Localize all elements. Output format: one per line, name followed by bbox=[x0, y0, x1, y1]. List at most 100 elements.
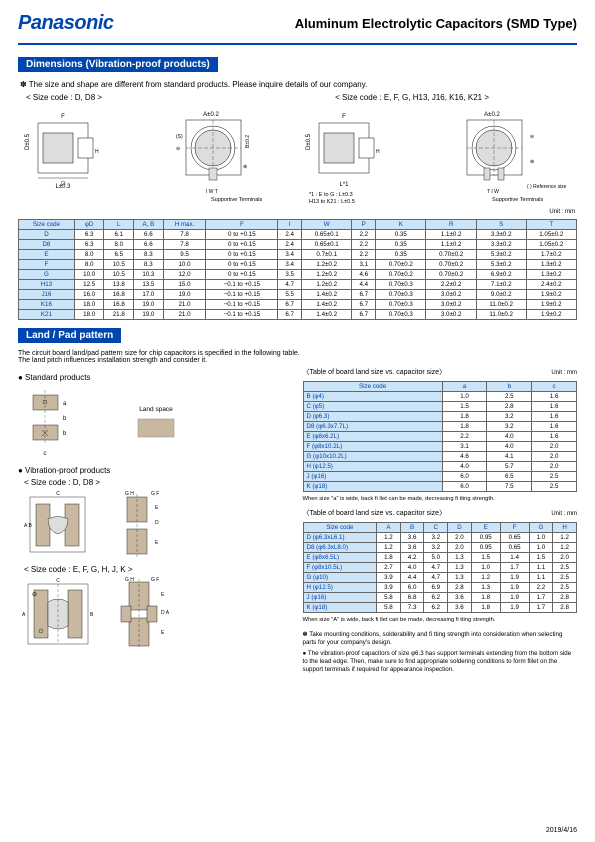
table-cell: 3.2 bbox=[424, 543, 448, 553]
table-cell: 0.65 bbox=[500, 543, 529, 553]
table-cell: 0.65±0.1 bbox=[302, 240, 352, 250]
svg-text:G H: G H bbox=[125, 577, 134, 583]
table-cell: 1.8 bbox=[377, 553, 401, 563]
table-cell: K (φ18) bbox=[303, 603, 377, 613]
table-cell: 0 to +0.15 bbox=[206, 270, 278, 280]
table-header-cell: W bbox=[302, 220, 352, 230]
table-cell: 0.70±0.3 bbox=[376, 300, 426, 310]
table-cell: H13 bbox=[19, 280, 75, 290]
table-cell: 3.3±0.2 bbox=[476, 240, 526, 250]
table-cell: 7.8 bbox=[163, 230, 206, 240]
table-row: K2118.021.819.021.0−0.1 to +0.156.71.4±0… bbox=[19, 310, 577, 320]
table-header-cell: E bbox=[471, 523, 500, 533]
vib-d-diagram-1: C A B bbox=[18, 489, 103, 561]
table-row: F (φ8x10.2L)3.14.02.0 bbox=[303, 442, 577, 452]
table-cell: 3.0±0.2 bbox=[426, 300, 476, 310]
section-dimensions-header: Dimensions (Vibration-proof products) bbox=[18, 57, 218, 72]
table-cell: 0.35 bbox=[376, 250, 426, 260]
table-cell: J (φ16) bbox=[303, 593, 377, 603]
table-row: J (φ16)5.86.86.23.61.81.91.72.8 bbox=[303, 593, 577, 603]
table-cell: 2.0 bbox=[532, 442, 577, 452]
table-cell: 1.2 bbox=[553, 533, 577, 543]
table-cell: 0.65 bbox=[500, 533, 529, 543]
svg-text:D: D bbox=[155, 520, 159, 526]
table-header-cell: T bbox=[526, 220, 576, 230]
table-cell: 8.3 bbox=[134, 250, 164, 260]
right-column: 〈Table of board land size vs. capacitor … bbox=[303, 367, 578, 676]
svg-text:⊖: ⊖ bbox=[530, 134, 534, 140]
table-cell: 6.7 bbox=[352, 300, 376, 310]
table-cell: 21.0 bbox=[163, 300, 206, 310]
table-cell: G (φ10) bbox=[303, 573, 377, 583]
table-cell: 6.7 bbox=[278, 300, 302, 310]
table-cell: 4.0 bbox=[487, 432, 532, 442]
table-cell: 10.0 bbox=[74, 270, 104, 280]
table-row: B (φ4)1.02.51.6 bbox=[303, 392, 577, 402]
table-cell: C (φ5) bbox=[303, 402, 442, 412]
svg-text:I W T: I W T bbox=[206, 189, 218, 195]
table-cell: −0.1 to +0.15 bbox=[206, 280, 278, 290]
table-cell: 1.9 bbox=[500, 603, 529, 613]
table-cell: 3.0±0.2 bbox=[426, 290, 476, 300]
table-cell: 2.2 bbox=[442, 432, 487, 442]
table-cell: 6.0 bbox=[442, 482, 487, 492]
table-cell: 6.0 bbox=[442, 472, 487, 482]
land-space-swatch bbox=[136, 417, 176, 439]
table-header-cell: Size code bbox=[303, 382, 442, 392]
table-cell: H (φ12.5) bbox=[303, 462, 442, 472]
svg-text:H13 to K21 : L±0.5: H13 to K21 : L±0.5 bbox=[309, 199, 355, 203]
table-cell: 4.7 bbox=[424, 563, 448, 573]
table-cell: 3.3±0.2 bbox=[476, 230, 526, 240]
svg-text:( ) Reference size: ( ) Reference size bbox=[527, 184, 567, 190]
table-cell: 1.8 bbox=[442, 422, 487, 432]
table-row: D86.38.06.67.80 to +0.152.40.65±0.12.20.… bbox=[19, 240, 577, 250]
table-cell: 6.1 bbox=[104, 230, 134, 240]
table-cell: 2.5 bbox=[532, 472, 577, 482]
table-cell: 12.5 bbox=[74, 280, 104, 290]
table-cell: 8.0 bbox=[74, 260, 104, 270]
table-cell: 1.2 bbox=[553, 543, 577, 553]
table-row: D8 (φ6.3xL8.0)1.23.63.22.00.950.651.01.2 bbox=[303, 543, 577, 553]
table-cell: 6.7 bbox=[278, 310, 302, 320]
table-header-cell: A, B bbox=[134, 220, 164, 230]
table-cell: 2.7 bbox=[377, 563, 401, 573]
table-cell: 18.0 bbox=[74, 310, 104, 320]
table-cell: 1.4±0.2 bbox=[302, 300, 352, 310]
table-cell: K16 bbox=[19, 300, 75, 310]
table-cell: 1.6 bbox=[532, 392, 577, 402]
table-cell: 2.4±0.2 bbox=[526, 280, 576, 290]
table-cell: 5.3±0.2 bbox=[476, 260, 526, 270]
table-header-cell: a bbox=[442, 382, 487, 392]
table-row: K1618.016.819.021.0−0.1 to +0.156.71.4±0… bbox=[19, 300, 577, 310]
table-header-cell: F bbox=[500, 523, 529, 533]
table-cell: 3.5 bbox=[278, 270, 302, 280]
table-cell: 1.1±0.2 bbox=[426, 240, 476, 250]
table-cell: 6.8 bbox=[400, 593, 424, 603]
svg-text:L*1: L*1 bbox=[339, 182, 349, 188]
diagram-efg-side: F D±0.5 L*1 H *1 : E to G : L±0.3 H13 to… bbox=[304, 108, 434, 203]
table-cell: K21 bbox=[19, 310, 75, 320]
table-row: H (φ12.5)4.05.72.0 bbox=[303, 462, 577, 472]
table-cell: 4.7 bbox=[424, 573, 448, 583]
table-row: J (φ16)6.06.52.5 bbox=[303, 472, 577, 482]
document-title: Aluminum Electrolytic Capacitors (SMD Ty… bbox=[295, 16, 577, 31]
table-cell: 2.5 bbox=[487, 392, 532, 402]
svg-text:F: F bbox=[61, 114, 65, 120]
table-cell: 1.4 bbox=[500, 553, 529, 563]
table-header-cell: I bbox=[278, 220, 302, 230]
table-cell: 7.5 bbox=[487, 482, 532, 492]
table-cell: 16.8 bbox=[104, 290, 134, 300]
table-cell: 10.3 bbox=[134, 270, 164, 280]
table-cell: 12.0 bbox=[163, 270, 206, 280]
diagram-d-top: A±0.2 B±0.2 I W T Supportive Terminals ⊖… bbox=[171, 108, 286, 203]
land-table-standard: Size codeabcB (φ4)1.02.51.6C (φ5)1.52.81… bbox=[303, 381, 578, 492]
table-header-cell: K bbox=[376, 220, 426, 230]
svg-text:D±0.5: D±0.5 bbox=[25, 133, 31, 150]
size-code-label-left: < Size code : D, D8 > bbox=[26, 93, 102, 102]
table-header-cell: φD bbox=[74, 220, 104, 230]
table-cell: 1.05±0.2 bbox=[526, 240, 576, 250]
land-intro: The circuit board land/pad pattern size … bbox=[18, 350, 577, 364]
svg-text:B±0.2: B±0.2 bbox=[245, 135, 251, 148]
table-cell: 2.0 bbox=[553, 553, 577, 563]
table-row: F8.010.58.310.00 to +0.153.41.2±0.23.10.… bbox=[19, 260, 577, 270]
